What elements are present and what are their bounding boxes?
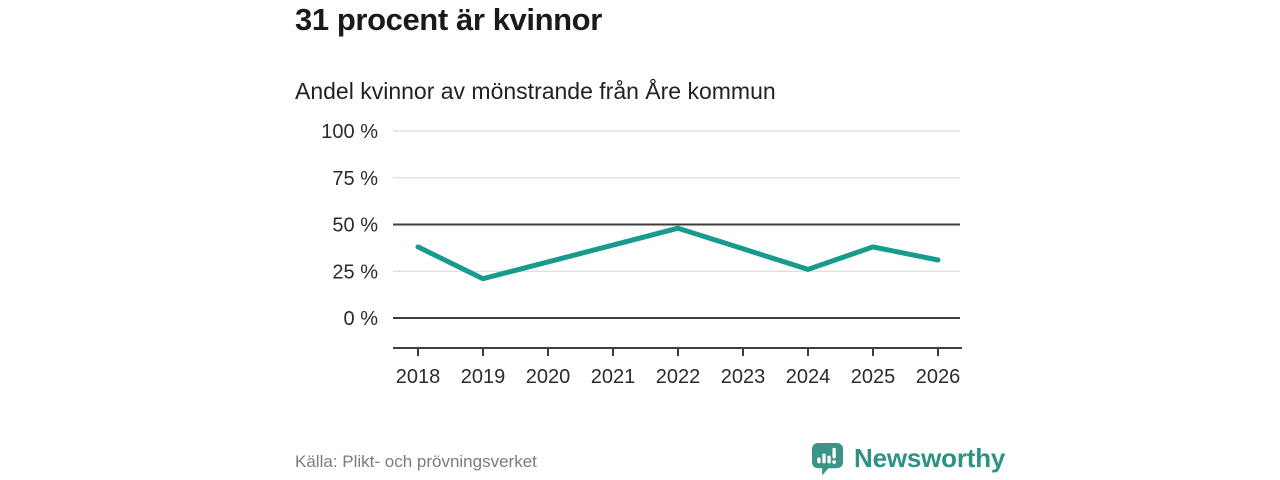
x-axis-tick-label: 2023 (721, 366, 766, 388)
x-axis-tick-label: 2021 (591, 366, 636, 388)
newsworthy-wordmark: Newsworthy (854, 443, 1006, 473)
y-axis-tick-label: 75 % (332, 168, 378, 190)
trend-line (415, 225, 941, 282)
y-axis-tick-label: 100 % (321, 121, 378, 143)
x-axis-tick-label: 2026 (916, 366, 961, 388)
page-title: 31 procent är kvinnor (295, 2, 602, 37)
y-axis-tick-label: 50 % (332, 215, 378, 237)
x-axis-tick-label: 2022 (656, 366, 701, 388)
x-axis-tick-label: 2025 (851, 366, 896, 388)
chart-subtitle: Andel kvinnor av mönstrande från Åre kom… (295, 78, 776, 104)
x-axis-tick-label: 2018 (396, 366, 441, 388)
source-note: Källa: Plikt- och prövningsverket (295, 452, 537, 471)
newsworthy-badge-icon (811, 442, 844, 476)
x-axis-tick-label: 2020 (526, 366, 571, 388)
y-axis-tick-label: 0 % (344, 308, 379, 330)
newsworthy-logo: Newsworthy (810, 441, 1005, 476)
x-axis-tick-label: 2024 (786, 366, 831, 388)
x-axis-tick-label: 2019 (461, 366, 506, 388)
y-axis-tick-label: 25 % (332, 261, 378, 283)
